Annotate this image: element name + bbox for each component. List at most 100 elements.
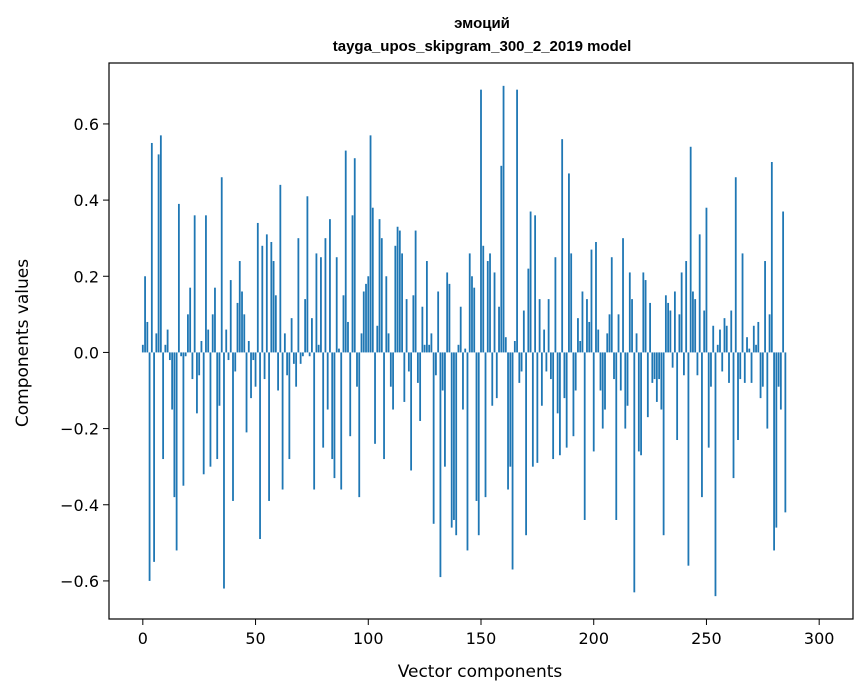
bar-component-226 xyxy=(651,352,654,383)
bars-group xyxy=(141,85,787,597)
bar-component-132 xyxy=(439,352,442,578)
bar-component-281 xyxy=(775,352,778,528)
bar-component-224 xyxy=(646,352,649,418)
y-axis-ticks: −0.6 −0.4 −0.2 0.0 0.2 0.4 0.6 xyxy=(60,115,109,591)
bar-component-204 xyxy=(601,352,604,429)
bar-component-108 xyxy=(385,276,388,353)
bar-component-157 xyxy=(495,352,498,399)
bar-component-186 xyxy=(561,139,564,353)
bar-component-23 xyxy=(193,215,196,353)
bar-component-51 xyxy=(256,222,259,353)
bar-component-54 xyxy=(263,352,266,380)
bar-component-24 xyxy=(196,352,198,414)
bar-component-138 xyxy=(453,352,455,520)
bar-component-41 xyxy=(234,352,237,372)
bar-component-285 xyxy=(784,352,787,513)
bar-component-92 xyxy=(349,352,352,437)
bar-component-10 xyxy=(164,344,167,353)
bar-component-105 xyxy=(378,219,381,353)
bar-component-240 xyxy=(683,352,685,376)
x-tick-label: 50 xyxy=(245,629,265,648)
bar-component-119 xyxy=(410,352,413,471)
bar-component-61 xyxy=(279,184,282,353)
bar-component-235 xyxy=(671,352,674,368)
x-tick-label: 250 xyxy=(691,629,722,648)
bar-component-3 xyxy=(148,352,151,581)
bar-component-75 xyxy=(311,318,313,353)
bar-component-238 xyxy=(678,314,681,353)
bar-component-233 xyxy=(667,302,670,353)
bar-component-58 xyxy=(272,261,275,353)
bar-component-251 xyxy=(707,352,710,448)
bar-component-95 xyxy=(356,352,358,387)
bar-component-253 xyxy=(712,325,715,353)
bar-component-137 xyxy=(450,352,453,528)
bar-component-59 xyxy=(274,295,277,353)
bar-component-34 xyxy=(218,352,221,406)
bar-component-79 xyxy=(320,257,322,353)
bar-component-190 xyxy=(570,253,573,353)
bar-component-275 xyxy=(761,352,764,387)
bar-component-11 xyxy=(166,329,169,353)
bar-component-100 xyxy=(367,276,370,353)
bar-component-110 xyxy=(389,352,392,387)
bar-component-129 xyxy=(432,352,435,524)
bar-component-182 xyxy=(552,352,555,460)
bar-component-205 xyxy=(604,352,606,410)
y-axis-label: Components values xyxy=(13,259,33,427)
bar-component-45 xyxy=(243,314,246,353)
bar-component-83 xyxy=(329,219,331,353)
bar-component-121 xyxy=(414,230,417,353)
bar-component-15 xyxy=(175,352,178,551)
bar-component-112 xyxy=(394,245,397,353)
bar-component-71 xyxy=(301,352,304,357)
bar-component-31 xyxy=(211,314,214,353)
bar-component-254 xyxy=(714,352,717,597)
bar-component-104 xyxy=(376,325,379,353)
bar-component-223 xyxy=(644,280,647,353)
bar-component-76 xyxy=(313,352,316,490)
bar-component-39 xyxy=(229,280,232,353)
bar-component-198 xyxy=(588,321,591,353)
bar-component-273 xyxy=(757,321,760,353)
bar-component-158 xyxy=(498,306,500,353)
bar-component-9 xyxy=(162,352,165,460)
bar-component-172 xyxy=(529,211,532,353)
chart-title: эмоций xyxy=(454,15,510,32)
bar-component-274 xyxy=(759,352,762,399)
bar-component-117 xyxy=(405,299,408,353)
bar-component-199 xyxy=(590,249,593,353)
bar-component-164 xyxy=(511,352,514,570)
bar-component-181 xyxy=(549,352,552,380)
bar-component-255 xyxy=(716,344,719,353)
bar-component-215 xyxy=(626,352,629,406)
y-tick-label: 0.6 xyxy=(74,115,99,134)
bar-component-268 xyxy=(746,337,748,353)
x-axis-ticks: 0 50 100 150 200 250 300 xyxy=(138,619,834,648)
x-tick-label: 200 xyxy=(578,629,609,648)
bar-component-13 xyxy=(171,352,174,410)
bar-component-81 xyxy=(324,238,327,353)
bar-component-2 xyxy=(146,321,149,353)
y-tick-label: −0.2 xyxy=(60,420,99,439)
bar-component-200 xyxy=(592,352,595,452)
bar-component-69 xyxy=(297,238,300,353)
bar-component-77 xyxy=(315,253,318,353)
bar-component-232 xyxy=(664,295,667,353)
bar-component-210 xyxy=(615,352,618,520)
bar-component-208 xyxy=(610,257,613,353)
bar-component-22 xyxy=(191,352,194,380)
bar-component-153 xyxy=(486,261,489,353)
bar-component-29 xyxy=(207,329,210,353)
bar-component-40 xyxy=(232,352,234,501)
bar-component-143 xyxy=(464,348,467,353)
bar-component-72 xyxy=(304,299,307,353)
bar-component-48 xyxy=(250,352,252,399)
bar-component-78 xyxy=(317,344,320,353)
bar-component-220 xyxy=(637,352,640,452)
bar-component-239 xyxy=(680,272,683,353)
bar-component-97 xyxy=(360,333,363,353)
bar-component-279 xyxy=(770,162,773,353)
bar-component-73 xyxy=(306,196,309,353)
